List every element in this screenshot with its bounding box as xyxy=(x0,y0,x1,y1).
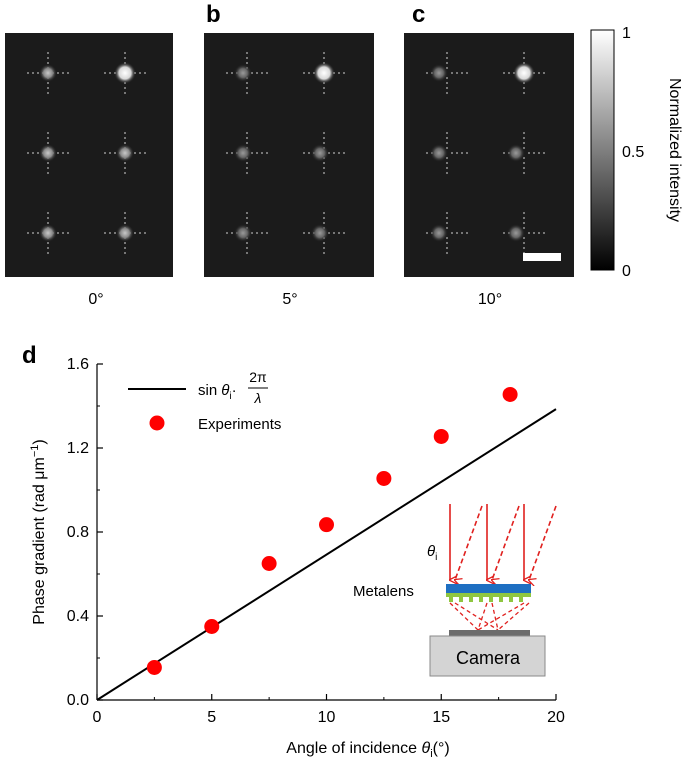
colorbar-tick-0-5: 0.5 xyxy=(622,144,644,161)
y-tick-label-2: 0.8 xyxy=(67,524,89,541)
legend-point-label: Experiments xyxy=(198,416,281,433)
x-tick-label-15: 15 xyxy=(432,709,450,726)
colorbar: 1 0.5 0 Normalized intensity xyxy=(590,25,683,280)
x-axis-label: Angle of incidence θi(°) xyxy=(286,740,449,760)
intensity-image-c xyxy=(404,33,574,277)
focal-spot-3 xyxy=(311,144,329,162)
theory-line xyxy=(96,408,557,701)
focal-spot-1 xyxy=(513,62,535,84)
legend-fraction-den: λ xyxy=(254,390,262,406)
panel-letter-b: b xyxy=(206,1,221,28)
intensity-image-a xyxy=(5,33,173,277)
x-tick-label-5: 5 xyxy=(207,709,216,726)
colorbar-tick-1: 1 xyxy=(622,25,631,42)
spot-grid-a xyxy=(27,52,146,254)
incident-rays-solid xyxy=(450,504,524,580)
focal-spot-4 xyxy=(39,224,57,242)
legend-point-swatch xyxy=(149,415,165,431)
experiment-point-0 xyxy=(146,659,162,675)
focal-spot-2 xyxy=(39,144,57,162)
metalens-label: Metalens xyxy=(353,583,414,600)
chart-axes: 0 5 10 15 20 0.0 0.4 0.8 1.2 1.6 xyxy=(67,356,565,726)
focal-spot-1 xyxy=(114,62,136,84)
focal-spot-4 xyxy=(430,224,448,242)
focal-spot-5 xyxy=(507,224,525,242)
camera-sensor xyxy=(449,630,530,636)
inset-theta-label: θi xyxy=(427,543,437,563)
y-tick-label-1: 0.4 xyxy=(67,608,89,625)
metalens-pillars xyxy=(449,597,523,602)
focused-rays xyxy=(449,602,530,631)
intensity-image-b xyxy=(204,33,374,277)
y-tick-label-4: 1.6 xyxy=(67,356,89,373)
focal-spot-3 xyxy=(507,144,525,162)
focal-spot-5 xyxy=(116,224,134,242)
focal-spot-2 xyxy=(430,144,448,162)
focal-spot-5 xyxy=(311,224,329,242)
angle-label-a: 0° xyxy=(88,291,103,308)
colorbar-tick-0: 0 xyxy=(622,263,631,280)
focal-spot-3 xyxy=(116,144,134,162)
x-tick-label-0: 0 xyxy=(93,709,102,726)
spot-grid-c xyxy=(426,52,545,254)
metalens-substrate xyxy=(446,584,531,593)
colorbar-label: Normalized intensity xyxy=(666,78,683,222)
x-tick-label-10: 10 xyxy=(318,709,336,726)
legend-line-label: sin θi· xyxy=(198,382,237,402)
legend-fraction-num: 2π xyxy=(249,369,267,385)
y-tick-label-3: 1.2 xyxy=(67,440,89,457)
panel-c: c 10° xyxy=(404,1,574,308)
inset-schematic: θi Metalens Camera xyxy=(353,504,557,677)
experiment-point-6 xyxy=(502,386,518,402)
experiment-point-4 xyxy=(376,470,392,486)
colorbar-gradient xyxy=(590,29,615,271)
panel-letter-c: c xyxy=(412,1,425,28)
y-tick-label-0: 0.0 xyxy=(67,692,89,709)
camera-body xyxy=(429,635,546,677)
x-tick-label-20: 20 xyxy=(547,709,565,726)
y-axis-label: Phase gradient (rad μm−1) xyxy=(29,439,48,624)
chart-series xyxy=(96,386,557,701)
experiment-point-1 xyxy=(204,619,220,634)
legend: sin θi· 2π λ Experiments xyxy=(128,369,281,433)
angle-label-c: 10° xyxy=(478,291,502,308)
focal-spot-0 xyxy=(234,64,252,82)
experiment-point-3 xyxy=(319,517,334,533)
metalens-layer xyxy=(446,593,531,597)
scale-bar xyxy=(523,253,561,261)
panel-b: b 5° xyxy=(204,1,374,308)
focal-spot-1 xyxy=(313,62,335,84)
focal-spot-4 xyxy=(234,224,252,242)
experiment-point-2 xyxy=(261,556,277,571)
focal-spot-2 xyxy=(234,144,252,162)
focal-spot-0 xyxy=(39,64,57,82)
incident-rays-dashed xyxy=(455,505,557,580)
experiment-point-5 xyxy=(433,428,449,444)
panel-letter-d: d xyxy=(22,342,37,369)
camera-label: Camera xyxy=(456,648,521,668)
panel-a: a 0° xyxy=(5,29,173,308)
focal-spot-0 xyxy=(430,64,448,82)
panel-d: d 0 5 10 15 20 0.0 0.4 0.8 1.2 1.6 Angle of incid… xyxy=(22,342,565,760)
spot-grid-b xyxy=(226,52,345,254)
angle-label-b: 5° xyxy=(282,291,297,308)
